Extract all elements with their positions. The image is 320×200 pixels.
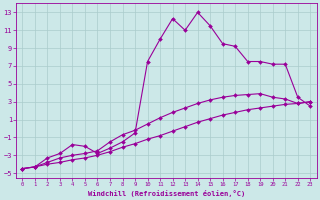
X-axis label: Windchill (Refroidissement éolien,°C): Windchill (Refroidissement éolien,°C)	[88, 190, 245, 197]
